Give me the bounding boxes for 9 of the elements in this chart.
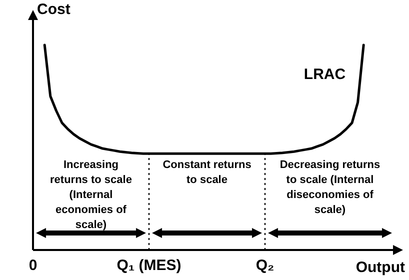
- y-axis-title: Cost: [37, 1, 70, 18]
- series-label: LRAC: [304, 66, 346, 83]
- x-tick-label: Q₁ (MES): [116, 257, 182, 274]
- x-axis-title: Output: [356, 259, 405, 276]
- x-tick-label: Q₂: [256, 257, 274, 274]
- x-tick-label: 0: [28, 257, 38, 274]
- annotation: Increasing returns to scale (Internal economies of scale): [50, 159, 132, 231]
- annotation: Constant returns to scale: [162, 159, 252, 186]
- annotation: Decreasing returns to scale (Internal diseconomies of scale): [280, 159, 380, 216]
